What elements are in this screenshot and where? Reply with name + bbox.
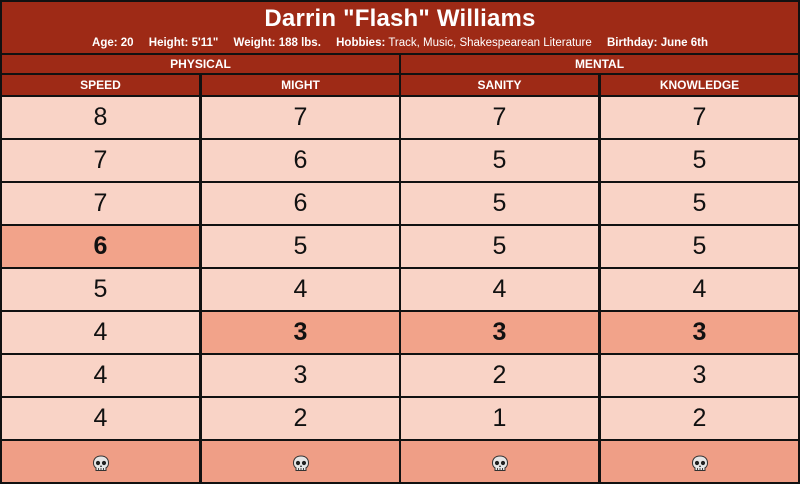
sanity-value-cell: 5: [401, 183, 598, 224]
knowledge-value-cell-start: 3: [601, 312, 798, 353]
sanity-value-cell: 5: [401, 140, 598, 181]
sanity-value-cell: 7: [401, 97, 598, 138]
might-value-cell-start: 3: [202, 312, 399, 353]
sanity-value-cell: 1: [401, 398, 598, 439]
might-value-cell: 7: [202, 97, 399, 138]
group-mental: MENTAL: [401, 55, 798, 73]
speed-value-cell-start: 6: [2, 226, 199, 267]
skull-icon: [690, 452, 710, 472]
column-header-might: MIGHT: [202, 75, 399, 95]
might-value-cell: 4: [202, 269, 399, 310]
speed-value-cell: 7: [2, 140, 199, 181]
age-value: 20: [120, 37, 134, 49]
knowledge-value-cell: 5: [601, 183, 798, 224]
knowledge-value-cell: 5: [601, 226, 798, 267]
might-value-cell: 6: [202, 140, 399, 181]
speed-value-cell: 4: [2, 312, 199, 353]
knowledge-value-cell: 4: [601, 269, 798, 310]
height-value: 5'11": [191, 37, 219, 49]
skull-icon: [291, 452, 311, 472]
knowledge-value-cell: 2: [601, 398, 798, 439]
age-label: Age:: [92, 37, 118, 49]
weight-value: 188 lbs.: [278, 37, 321, 49]
speed-death-cell: [2, 441, 199, 482]
might-value-cell: 5: [202, 226, 399, 267]
might-value-cell: 6: [202, 183, 399, 224]
speed-value-cell: 4: [2, 355, 199, 396]
hobbies-label: Hobbies:: [336, 37, 386, 49]
column-header-sanity: SANITY: [401, 75, 598, 95]
knowledge-death-cell: [601, 441, 798, 482]
skull-icon: [91, 452, 111, 472]
speed-value-cell: 5: [2, 269, 199, 310]
sanity-death-cell: [401, 441, 598, 482]
knowledge-value-cell: 5: [601, 140, 798, 181]
group-physical: PHYSICAL: [2, 55, 399, 73]
sanity-value-cell-start: 3: [401, 312, 598, 353]
knowledge-value-cell: 3: [601, 355, 798, 396]
birthday-value: June 6th: [660, 37, 708, 49]
birthday-label: Birthday:: [607, 37, 658, 49]
character-info: Age: 20 Height: 5'11" Weight: 188 lbs. H…: [2, 37, 798, 49]
hobbies-value: Track, Music, Shakespearean Literature: [388, 37, 592, 49]
might-death-cell: [202, 441, 399, 482]
sanity-value-cell: 2: [401, 355, 598, 396]
character-header: Darrin "Flash" Williams Age: 20 Height: …: [2, 2, 798, 53]
sanity-value-cell: 4: [401, 269, 598, 310]
speed-value-cell: 8: [2, 97, 199, 138]
column-header-knowledge: KNOWLEDGE: [601, 75, 798, 95]
height-label: Height:: [148, 37, 189, 49]
speed-value-cell: 4: [2, 398, 199, 439]
knowledge-value-cell: 7: [601, 97, 798, 138]
sanity-value-cell: 5: [401, 226, 598, 267]
column-header-speed: SPEED: [2, 75, 199, 95]
might-value-cell: 3: [202, 355, 399, 396]
might-value-cell: 2: [202, 398, 399, 439]
weight-label: Weight:: [233, 37, 276, 49]
speed-value-cell: 7: [2, 183, 199, 224]
skull-icon: [490, 452, 510, 472]
character-name: Darrin "Flash" Williams: [264, 5, 536, 32]
